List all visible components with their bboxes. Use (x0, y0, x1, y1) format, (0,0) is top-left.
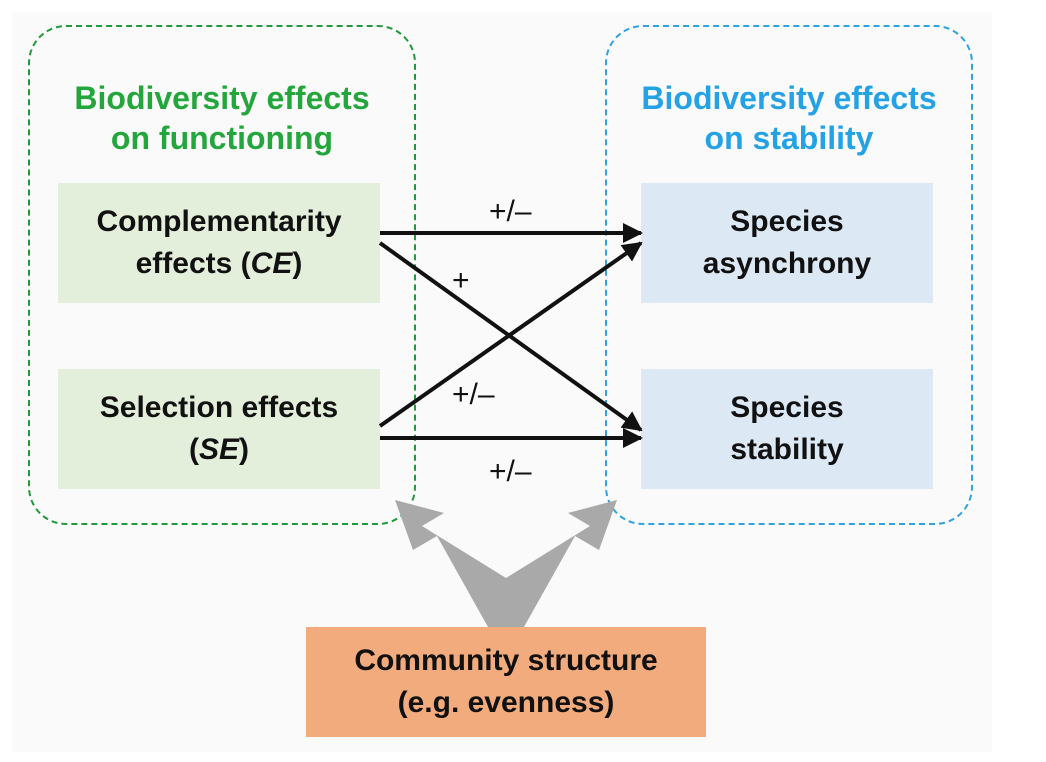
community-line1: Community structure (354, 644, 658, 677)
complementarity-effects-node: Complementarity effects (CE) (58, 183, 380, 303)
sign-ce-stability: + (452, 264, 470, 297)
species-stability-node: Species stability (641, 369, 933, 489)
se-abbreviation: SE (198, 433, 240, 466)
ce-abbreviation: CE (250, 247, 293, 280)
community-line2: (e.g. evenness) (397, 686, 615, 719)
stability-line2: stability (730, 433, 844, 466)
selection-line2: (SE) (188, 433, 250, 466)
functioning-group-frame (28, 25, 416, 525)
complementarity-line1: Complementarity (96, 205, 342, 238)
community-structure-node: Community structure (e.g. evenness) (306, 627, 706, 737)
functioning-group-title: Biodiversity effects on functioning (28, 78, 416, 158)
sign-se-asynchrony: +/– (452, 378, 495, 411)
selection-effects-node: Selection effects (SE) (58, 369, 380, 489)
asynchrony-line2: asynchrony (702, 247, 872, 280)
species-asynchrony-node: Species asynchrony (641, 183, 933, 303)
stability-group-frame (605, 25, 973, 525)
selection-line1: Selection effects (99, 391, 339, 424)
stability-line1: Species (730, 391, 844, 424)
functioning-title-line1: Biodiversity effects (74, 80, 370, 116)
arrow-se-to-asynchrony (378, 241, 643, 428)
complementarity-line2: effects (CE) (135, 247, 303, 280)
stability-title-line1: Biodiversity effects (641, 80, 937, 116)
sign-ce-asynchrony: +/– (489, 195, 532, 228)
stability-group-title: Biodiversity effects on stability (605, 78, 973, 158)
stability-title-line2: on stability (704, 120, 874, 156)
community-influence-arrow (395, 500, 617, 627)
functioning-title-line2: on functioning (110, 120, 334, 156)
asynchrony-line1: Species (730, 205, 844, 238)
sign-se-stability: +/– (489, 455, 532, 488)
